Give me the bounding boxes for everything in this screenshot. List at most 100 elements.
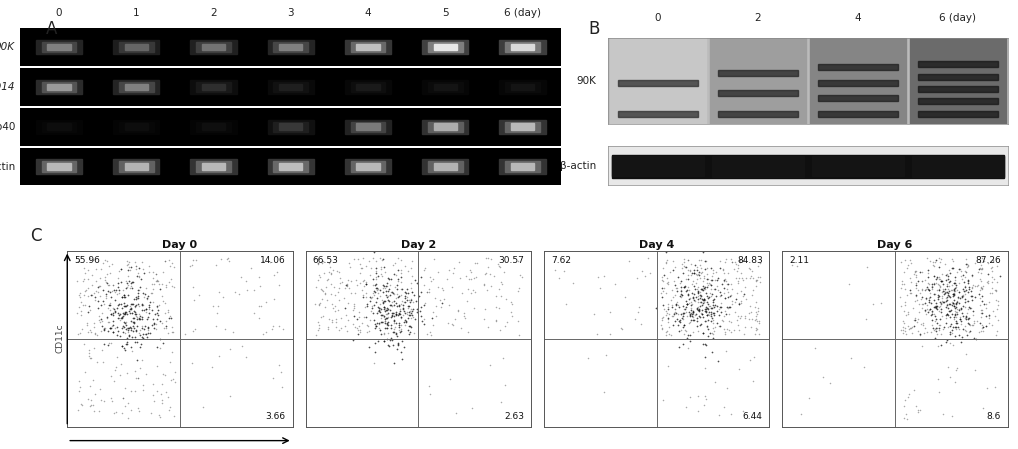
- Point: [97, 256, 113, 263]
- Point: [498, 296, 514, 303]
- Point: [149, 304, 165, 311]
- Point: [974, 310, 991, 317]
- Point: [916, 276, 932, 283]
- Point: [411, 293, 428, 300]
- Point: [966, 317, 982, 324]
- Point: [434, 284, 450, 291]
- Point: [386, 291, 402, 298]
- Point: [686, 267, 702, 274]
- Point: [370, 273, 386, 280]
- Point: [124, 334, 140, 341]
- Point: [116, 344, 132, 352]
- Point: [654, 326, 670, 333]
- Point: [430, 284, 446, 291]
- Point: [274, 383, 290, 391]
- Point: [399, 296, 415, 303]
- Point: [912, 269, 928, 276]
- Point: [370, 287, 386, 294]
- Point: [949, 309, 965, 316]
- Point: [747, 277, 764, 284]
- Point: [313, 313, 329, 320]
- Point: [397, 321, 413, 329]
- Point: [976, 300, 993, 307]
- Point: [119, 261, 135, 269]
- Point: [145, 269, 161, 276]
- Point: [661, 310, 677, 317]
- Point: [94, 301, 110, 308]
- Point: [129, 286, 146, 293]
- Bar: [119, 42, 154, 52]
- Point: [184, 360, 201, 367]
- Point: [504, 313, 520, 320]
- Point: [702, 310, 719, 317]
- Point: [984, 267, 1001, 274]
- Point: [660, 305, 676, 313]
- Point: [979, 277, 996, 285]
- Point: [987, 288, 1004, 295]
- Point: [422, 277, 439, 285]
- Point: [337, 322, 353, 330]
- Point: [972, 269, 988, 277]
- Point: [486, 273, 502, 280]
- Point: [120, 281, 136, 288]
- Point: [942, 282, 958, 290]
- Point: [125, 314, 142, 321]
- Point: [918, 285, 935, 292]
- Point: [678, 327, 694, 335]
- Point: [964, 284, 980, 291]
- Point: [378, 307, 394, 314]
- Bar: [274, 162, 308, 172]
- Point: [480, 255, 497, 262]
- Point: [858, 263, 874, 270]
- Point: [677, 326, 693, 333]
- Point: [675, 269, 691, 277]
- Point: [393, 325, 409, 332]
- Point: [954, 333, 970, 340]
- Point: [402, 312, 418, 319]
- Point: [907, 317, 923, 324]
- Point: [403, 308, 419, 315]
- Point: [685, 310, 701, 317]
- Point: [945, 257, 961, 264]
- Point: [747, 277, 764, 284]
- Point: [902, 324, 918, 331]
- Point: [114, 304, 130, 312]
- Point: [97, 277, 113, 284]
- Point: [947, 304, 963, 311]
- Text: 2: 2: [210, 8, 217, 18]
- Point: [728, 261, 744, 268]
- Point: [937, 289, 953, 296]
- Point: [971, 286, 987, 294]
- Point: [750, 308, 767, 315]
- Point: [684, 308, 700, 315]
- Point: [158, 388, 174, 396]
- Point: [111, 268, 127, 275]
- Point: [137, 305, 154, 312]
- Point: [135, 290, 152, 297]
- Point: [655, 293, 671, 300]
- Point: [340, 316, 356, 323]
- Point: [698, 341, 715, 348]
- Point: [490, 260, 506, 268]
- Point: [377, 304, 393, 312]
- Point: [977, 313, 994, 320]
- Point: [381, 286, 397, 293]
- Point: [654, 321, 670, 329]
- Point: [358, 302, 375, 309]
- Point: [930, 285, 947, 292]
- Point: [702, 292, 719, 299]
- Point: [389, 345, 405, 352]
- Point: [475, 316, 492, 323]
- Point: [896, 281, 912, 288]
- Point: [393, 286, 409, 293]
- Point: [724, 259, 740, 266]
- Point: [425, 309, 441, 316]
- Point: [387, 323, 403, 330]
- Point: [897, 325, 913, 332]
- Point: [154, 400, 170, 407]
- Point: [307, 255, 324, 262]
- Point: [83, 282, 100, 289]
- Point: [378, 314, 394, 321]
- Point: [495, 355, 511, 362]
- Point: [113, 265, 129, 272]
